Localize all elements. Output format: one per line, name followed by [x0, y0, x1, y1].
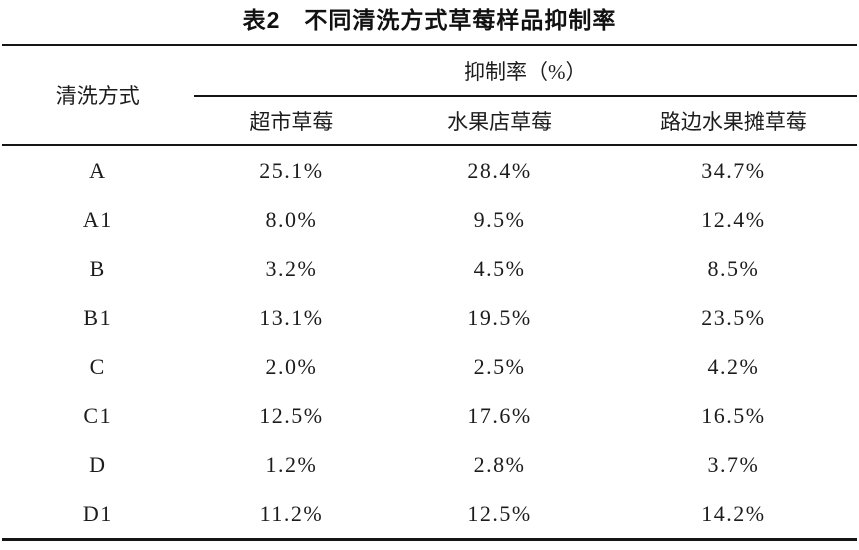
table-row: D 1.2% 2.8% 3.7%	[2, 440, 857, 489]
rate-cell: 1.2%	[265, 451, 318, 477]
rate-cell: 17.6%	[467, 402, 532, 428]
rate-cell: 28.4%	[467, 157, 532, 183]
column-header-roadside-stand: 路边水果摊草莓	[609, 96, 857, 146]
wash-method-cell: C1	[83, 402, 113, 428]
rate-cell: 11.2%	[259, 500, 324, 526]
wash-method-cell: B	[89, 255, 106, 281]
table-row: B 3.2% 4.5% 8.5%	[2, 244, 857, 293]
rate-cell: 8.0%	[265, 206, 318, 232]
rate-cell: 23.5%	[701, 304, 766, 330]
header-row-sub: 超市草莓 水果店草莓 路边水果摊草莓	[2, 96, 857, 146]
table-header: 清洗方式 抑制率（%） 超市草莓 水果店草莓 路边水果摊草莓	[2, 45, 857, 146]
rate-cell: 2.5%	[473, 353, 526, 379]
wash-method-cell: B1	[83, 304, 113, 330]
table-row: A 25.1% 28.4% 34.7%	[2, 145, 857, 195]
header-row-group: 清洗方式 抑制率（%）	[2, 45, 857, 146]
rate-cell: 3.7%	[707, 451, 760, 477]
rate-cell: 2.0%	[265, 353, 318, 379]
rate-cell: 12.5%	[467, 500, 532, 526]
table-row: D1 11.2% 12.5% 14.2%	[2, 489, 857, 540]
wash-method-cell: A	[89, 157, 107, 183]
column-header-wash-method: 清洗方式	[2, 45, 194, 146]
table-row: C 2.0% 2.5% 4.2%	[2, 342, 857, 391]
rate-cell: 25.1%	[259, 157, 324, 183]
column-group-header-inhibition-rate: 抑制率（%）	[193, 45, 857, 97]
rate-cell: 12.5%	[259, 402, 324, 428]
table-row: A1 8.0% 9.5% 12.4%	[2, 195, 857, 244]
rate-cell: 19.5%	[467, 304, 532, 330]
wash-method-cell: D1	[82, 500, 113, 526]
rate-cell: 4.5%	[473, 255, 526, 281]
rate-cell: 8.5%	[707, 255, 760, 281]
table-row: B1 13.1% 19.5% 23.5%	[2, 293, 857, 342]
table-body: A 25.1% 28.4% 34.7% A1 8.0% 9.5% 12.4% B…	[2, 145, 857, 540]
wash-method-cell: A1	[82, 206, 113, 232]
column-header-supermarket: 超市草莓	[193, 96, 390, 146]
table-row: C1 12.5% 17.6% 16.5%	[2, 391, 857, 440]
rate-cell: 34.7%	[701, 157, 766, 183]
rate-cell: 4.2%	[707, 353, 760, 379]
column-header-fruit-shop: 水果店草莓	[389, 96, 610, 146]
rate-cell: 16.5%	[701, 402, 766, 428]
rate-cell: 2.8%	[473, 451, 526, 477]
wash-method-cell: D	[89, 451, 107, 477]
rate-cell: 12.4%	[701, 206, 766, 232]
rate-cell: 14.2%	[701, 500, 766, 526]
table-title: 表2 不同清洗方式草莓样品抑制率	[242, 7, 617, 33]
wash-method-cell: C	[89, 353, 106, 379]
rate-cell: 3.2%	[265, 255, 318, 281]
rate-cell: 9.5%	[473, 206, 526, 232]
rate-cell: 13.1%	[259, 304, 324, 330]
inhibition-rate-table: 清洗方式 抑制率（%） 超市草莓 水果店草莓 路边水果摊草莓 A 25.1% 2…	[2, 44, 857, 541]
